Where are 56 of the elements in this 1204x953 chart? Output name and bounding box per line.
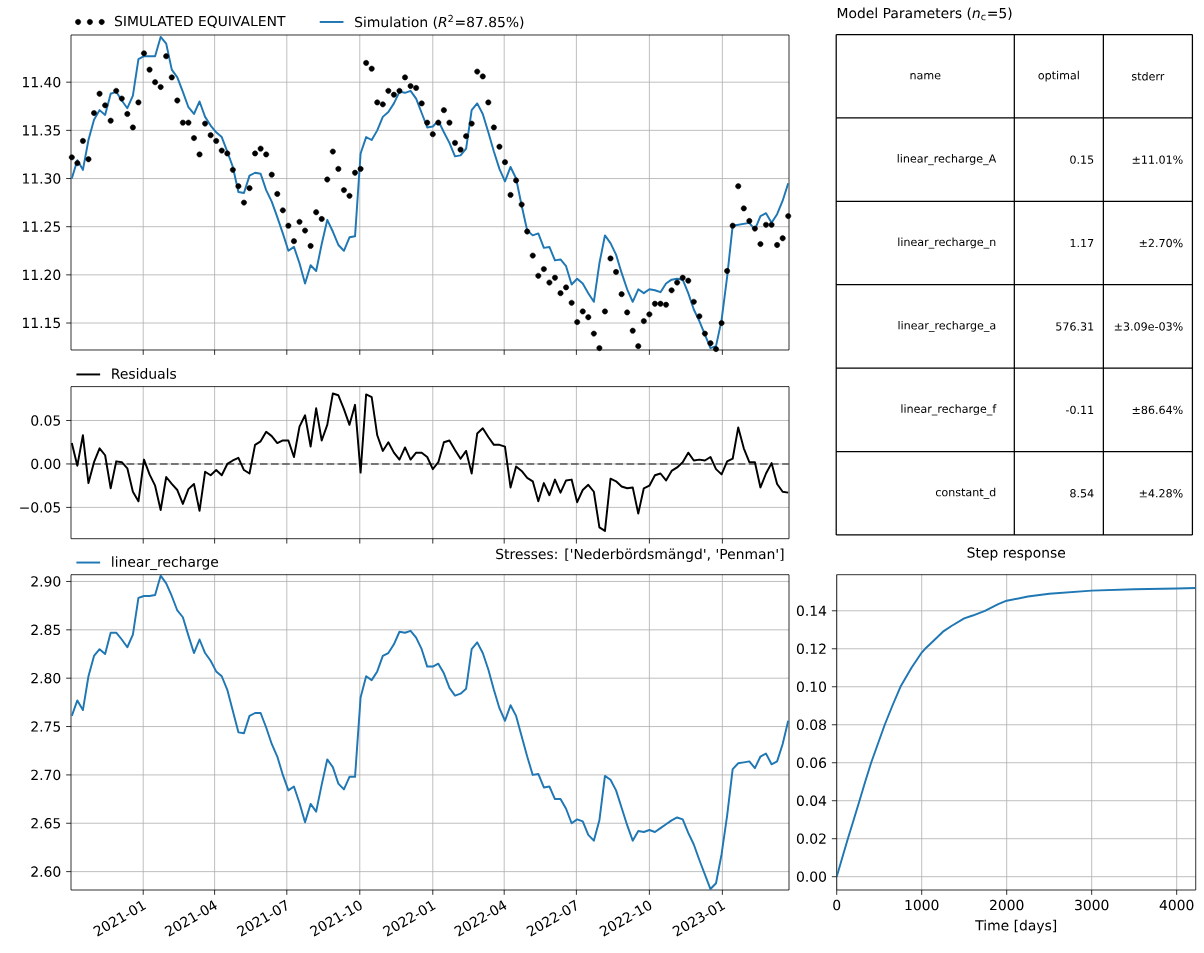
x-tick-label: 2000	[990, 899, 1024, 911]
line-series	[836, 587, 1196, 878]
y-tick-label: 2.80	[31, 672, 61, 684]
y-tick-label: 2.85	[31, 624, 61, 636]
legend-label: Residuals	[112, 368, 177, 379]
y-tick-label: 2.90	[31, 576, 61, 587]
x-tick-label: 4000	[1159, 899, 1194, 911]
y-tick-label: 0.06	[796, 757, 827, 768]
y-tick-label: 0.00	[31, 458, 61, 470]
text: -0.11	[1065, 405, 1094, 415]
text: ±3.09e-03%	[1114, 322, 1183, 331]
y-tick-label: 2.60	[31, 866, 61, 877]
y-tick-label: 11.35	[23, 125, 61, 136]
text: 1.17	[1070, 238, 1094, 248]
text: 576.31	[1056, 322, 1094, 331]
y-tick-label: 2.70	[31, 769, 61, 781]
text: ±11.01%	[1132, 155, 1183, 164]
x-tick-label: 1000	[905, 899, 939, 911]
category-label: stderr	[1132, 71, 1165, 81]
text: ±2.70%	[1139, 238, 1183, 248]
text: ±4.28%	[1139, 489, 1183, 498]
y-tick-label: 0.04	[796, 795, 827, 806]
y-tick-label: 0.05	[31, 415, 61, 426]
text: linear_recharge_A	[897, 154, 997, 166]
y-tick-label: 2.65	[31, 817, 61, 829]
chart-title: Step response	[967, 547, 1066, 561]
text: linear_recharge_a	[898, 320, 996, 332]
y-tick-label: 0.14	[796, 605, 827, 617]
y-tick-label: −0.05	[20, 502, 61, 513]
y-tick-label: 11.25	[23, 221, 61, 232]
y-tick-label: 2.75	[31, 721, 61, 732]
x-axis-title: Time [days]	[975, 919, 1057, 934]
x-tick-label: 3000	[1075, 899, 1109, 911]
y-tick-label: 0.12	[796, 643, 826, 655]
y-tick-label: 0.02	[796, 833, 826, 844]
y-tick-label: 0.00	[796, 871, 827, 882]
text: Model Parameters (n$_{c}$=5)	[837, 7, 1012, 21]
text: constant_d	[935, 487, 996, 499]
y-tick-label: 0.08	[796, 719, 826, 730]
text: 0.15	[1070, 155, 1094, 164]
legend-label: Simulation (R$^{2}$=87.85%)	[355, 14, 524, 29]
text: linear_recharge_n	[898, 237, 996, 249]
category-label: name	[910, 73, 941, 80]
y-tick-label: 0.10	[796, 681, 827, 693]
y-tick-label: 11.40	[23, 76, 61, 88]
legend-label: SIMULATED EQUIVALENT	[114, 15, 286, 28]
category-label: optimal	[1038, 70, 1079, 82]
y-tick-label: 11.15	[23, 317, 61, 329]
x-tick-label: 0	[833, 899, 841, 911]
text: 8.54	[1070, 489, 1094, 498]
chart-title: Stresses: ['Nederbördsmängd', 'Penman']	[496, 548, 784, 562]
y-tick-label: 11.30	[23, 173, 61, 184]
text: ±86.64%	[1132, 405, 1183, 415]
text: linear_recharge_f	[901, 404, 997, 416]
legend-label: linear_recharge	[112, 556, 219, 571]
y-tick-label: 11.20	[23, 269, 61, 281]
